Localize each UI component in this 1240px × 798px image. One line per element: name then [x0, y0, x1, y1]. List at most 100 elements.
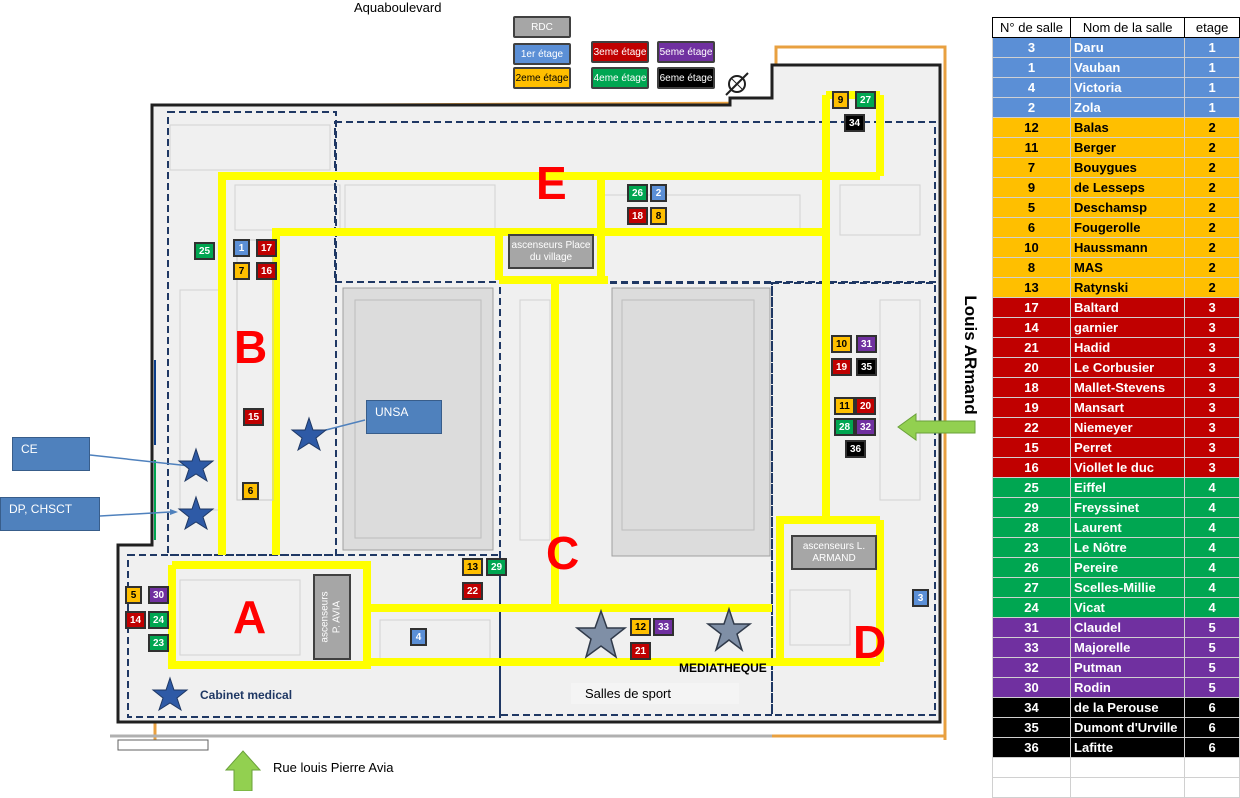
compass-icon: [725, 72, 749, 96]
floor-cell: 6: [1184, 717, 1240, 738]
room-number-cell: 21: [991, 337, 1072, 358]
header-floor: etage: [1184, 17, 1240, 38]
table-row: 26 Pereire 4: [991, 557, 1240, 578]
room-name-cell: Scelles-Millie: [1070, 577, 1186, 598]
floor-cell: 4: [1184, 537, 1240, 558]
room-name-cell: Ratynski: [1070, 277, 1186, 298]
table-row: 19 Mansart 3: [991, 397, 1240, 418]
room-badge-29: 29: [486, 558, 507, 576]
room-badge-7: 7: [233, 262, 250, 280]
room-number-cell: 23: [991, 537, 1072, 558]
table-row: 35 Dumont d'Urville 6: [991, 717, 1240, 738]
legend-item-rdc: RDC: [513, 16, 571, 38]
room-number-cell: 10: [991, 237, 1072, 258]
room-badge-8: 8: [650, 207, 667, 225]
header-room-name: Nom de la salle: [1070, 17, 1186, 38]
room-name-cell: Le Corbusier: [1070, 357, 1186, 378]
floor-cell: 5: [1184, 637, 1240, 658]
room-badge-18: 18: [627, 207, 648, 225]
room-badge-16: 16: [256, 262, 277, 280]
room-badge-28: 28: [834, 418, 855, 436]
floor-cell: 6: [1184, 697, 1240, 718]
room-name-cell: Eiffel: [1070, 477, 1186, 498]
floor-cell: 3: [1184, 417, 1240, 438]
room-name-cell: de Lesseps: [1070, 177, 1186, 198]
room-number-cell: 22: [991, 417, 1072, 438]
room-name-cell: Freyssinet: [1070, 497, 1186, 518]
room-number-cell: 30: [991, 677, 1072, 698]
floor-cell: 2: [1184, 177, 1240, 198]
floor-cell: 2: [1184, 257, 1240, 278]
room-number-cell: 12: [991, 117, 1072, 138]
room-number-cell: 6: [991, 217, 1072, 238]
room-badge-22: 22: [462, 582, 483, 600]
room-name-cell: de la Perouse: [1070, 697, 1186, 718]
table-row: 32 Putman 5: [991, 657, 1240, 678]
room-badge-10: 10: [831, 335, 852, 353]
room-badge-21: 21: [630, 642, 651, 660]
floor-cell: 6: [1184, 737, 1240, 758]
room-badge-36: 36: [845, 440, 866, 458]
room-name-cell: Putman: [1070, 657, 1186, 678]
room-number-cell: 28: [991, 517, 1072, 538]
table-empty-row: [991, 777, 1240, 798]
room-number-cell: 2: [991, 97, 1072, 118]
room-badge-6: 6: [242, 482, 259, 500]
floor-cell: 5: [1184, 677, 1240, 698]
floor-cell: 3: [1184, 357, 1240, 378]
room-name-cell: garnier: [1070, 317, 1186, 338]
room-number-cell: 27: [991, 577, 1072, 598]
floor-cell: 2: [1184, 277, 1240, 298]
elevator-avia-label: ascenseurs P. AVIA: [320, 591, 344, 643]
room-name-cell: Balas: [1070, 117, 1186, 138]
room-name-cell: Deschamsp: [1070, 197, 1186, 218]
table-row: 4 Victoria 1: [991, 77, 1240, 98]
room-number-cell: 1: [991, 57, 1072, 78]
room-number-cell: 11: [991, 137, 1072, 158]
table-row: 16 Viollet le duc 3: [991, 457, 1240, 478]
room-badge-31: 31: [856, 335, 877, 353]
floor-cell: 4: [1184, 497, 1240, 518]
room-name-cell: Niemeyer: [1070, 417, 1186, 438]
room-badge-33: 33: [653, 618, 674, 636]
callout-unsa: UNSA: [366, 400, 442, 434]
table-row: 25 Eiffel 4: [991, 477, 1240, 498]
table-row: 13 Ratynski 2: [991, 277, 1240, 298]
room-badge-24: 24: [148, 611, 169, 629]
table-empty-row: [991, 757, 1240, 778]
room-name-cell: Fougerolle: [1070, 217, 1186, 238]
room-number-cell: 31: [991, 617, 1072, 638]
room-badge-14: 14: [125, 611, 146, 629]
star-unsa-icon: [290, 416, 328, 452]
floor-cell: 4: [1184, 477, 1240, 498]
room-name-cell: Baltard: [1070, 297, 1186, 318]
empty-cell: [1184, 777, 1240, 798]
room-number-cell: 15: [991, 437, 1072, 458]
room-number-cell: 17: [991, 297, 1072, 318]
floor-cell: 2: [1184, 137, 1240, 158]
table-row: 12 Balas 2: [991, 117, 1240, 138]
floor-cell: 3: [1184, 297, 1240, 318]
room-name-cell: Claudel: [1070, 617, 1186, 638]
floor-cell: 4: [1184, 597, 1240, 618]
table-row: 7 Bouygues 2: [991, 157, 1240, 178]
room-badge-30: 30: [148, 586, 169, 604]
table-row: 33 Majorelle 5: [991, 637, 1240, 658]
elevator-armand: ascenseurs L. ARMAND: [791, 535, 877, 570]
room-number-cell: 14: [991, 317, 1072, 338]
callout-dp-chsct: DP, CHSCT: [0, 497, 100, 531]
table-row: 8 MAS 2: [991, 257, 1240, 278]
legend-item-3: 3eme étage: [591, 41, 649, 63]
table-row: 24 Vicat 4: [991, 597, 1240, 618]
room-badge-13: 13: [462, 558, 483, 576]
room-number-cell: 20: [991, 357, 1072, 378]
room-name-cell: Mallet-Stevens: [1070, 377, 1186, 398]
floor-cell: 3: [1184, 377, 1240, 398]
star-sport-icon: [574, 608, 628, 659]
empty-cell: [991, 757, 1072, 778]
room-number-cell: 26: [991, 557, 1072, 578]
room-number-cell: 29: [991, 497, 1072, 518]
floor-cell: 2: [1184, 217, 1240, 238]
street-bottom-label: Rue louis Pierre Avia: [273, 760, 394, 775]
room-name-cell: Vicat: [1070, 597, 1186, 618]
